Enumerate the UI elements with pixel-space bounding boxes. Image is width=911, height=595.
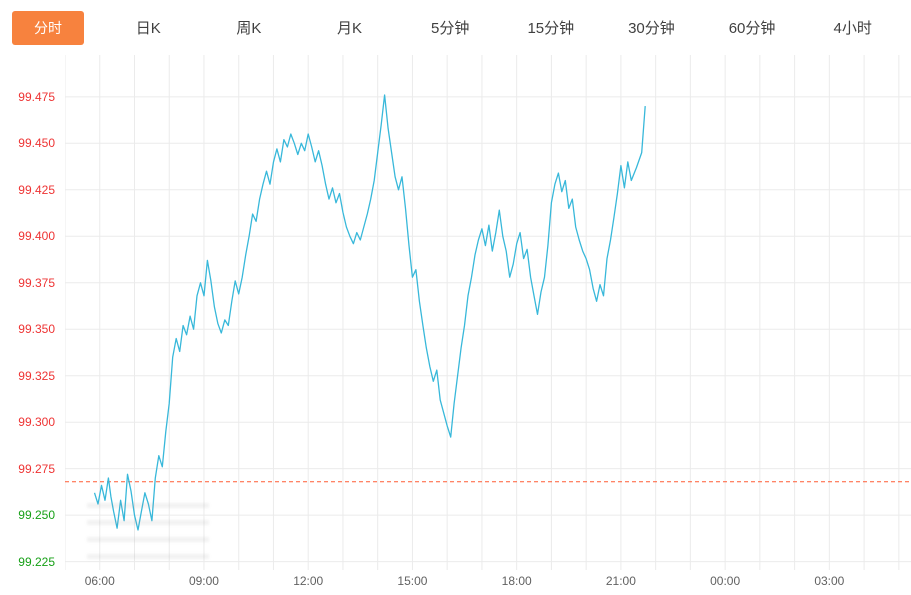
x-tick-label: 18:00 (501, 574, 532, 588)
x-tick-label: 15:00 (397, 574, 428, 588)
chart-area: 99.475 99.450 99.425 99.400 99.375 99.350 99.3… (0, 55, 911, 595)
y-tick-label: 99.300 (18, 415, 55, 430)
y-tick-label: 99.400 (18, 229, 55, 244)
y-tick-label: 99.325 (18, 368, 55, 383)
y-tick-label: 99.450 (18, 136, 55, 151)
price-line (93, 94, 646, 531)
tab-30min[interactable]: 30分钟 (628, 20, 675, 37)
tab-4hour[interactable]: 4小时 (833, 20, 872, 37)
y-axis: 99.475 99.450 99.425 99.400 99.375 99.350 99.3… (0, 55, 65, 570)
chart-svg (65, 55, 911, 570)
tab-yue-k[interactable]: 月K (337, 20, 363, 37)
tab-zhou-k[interactable]: 周K (236, 20, 262, 37)
tab-5min[interactable]: 5分钟 (431, 20, 470, 37)
y-tick-label: 99.275 (18, 461, 55, 476)
y-tick-label: 99.475 (18, 89, 55, 104)
x-tick-label: 12:00 (293, 574, 324, 588)
y-tick-label: 99.425 (18, 182, 55, 197)
y-tick-label: 99.250 (18, 508, 55, 523)
y-tick-label: 99.375 (18, 275, 55, 290)
y-tick-label: 99.225 (18, 554, 55, 569)
plot-area (65, 55, 911, 570)
timeframe-tabbar: 分时 日K 周K 月K 5分钟 15分钟 30分钟 60分钟 4小时 (0, 0, 911, 55)
x-axis: 06:00 09:00 12:00 15:00 18:00 21:00 00:00 03:00 (65, 570, 911, 595)
y-tick-label: 99.350 (18, 322, 55, 337)
tab-fenshi[interactable]: 分时 (12, 10, 84, 45)
x-tick-label: 03:00 (814, 574, 845, 588)
x-tick-label: 21:00 (605, 574, 636, 588)
tab-60min[interactable]: 60分钟 (728, 20, 776, 37)
x-tick-label: 06:00 (84, 574, 115, 588)
x-tick-label: 00:00 (710, 574, 741, 588)
tab-15min[interactable]: 15分钟 (527, 20, 575, 37)
x-tick-label: 09:00 (188, 574, 219, 588)
tab-ri-k[interactable]: 日K (135, 20, 161, 37)
